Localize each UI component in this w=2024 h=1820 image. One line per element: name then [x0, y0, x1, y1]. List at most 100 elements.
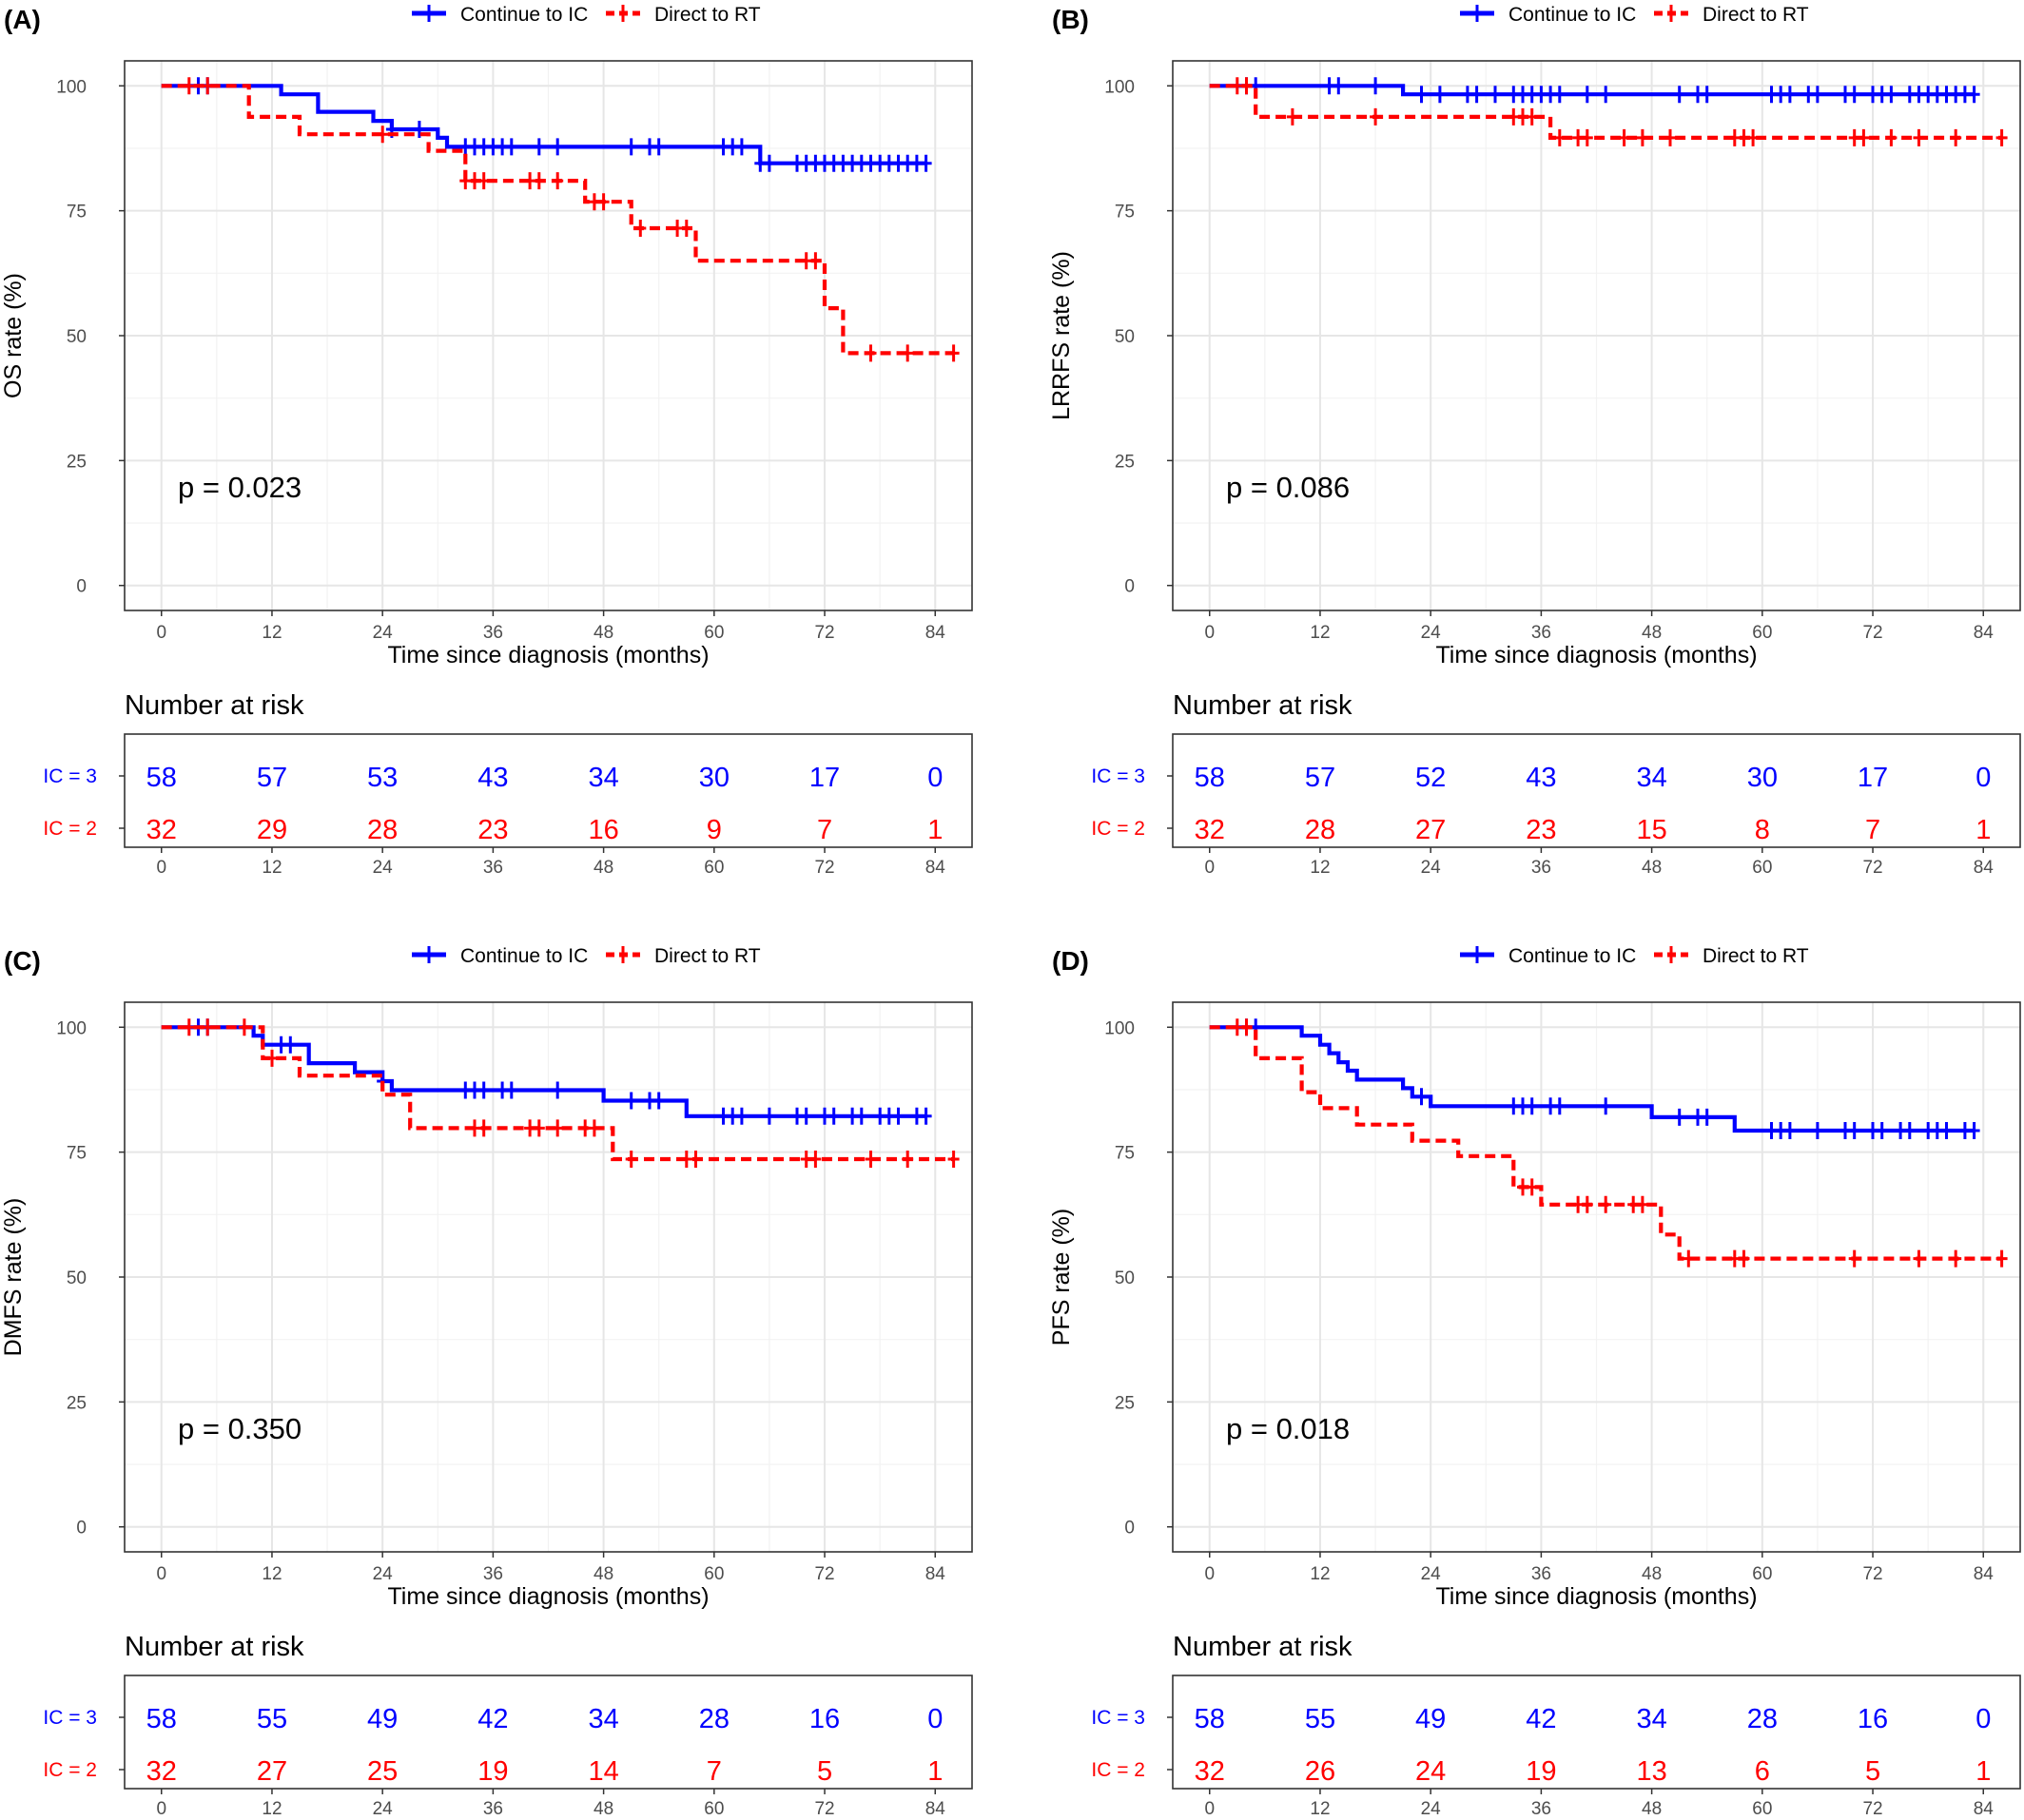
censor-mark: [1333, 77, 1345, 95]
at-risk-count: 58: [146, 763, 177, 793]
at-risk-count: 52: [1415, 763, 1446, 793]
survival-curve: [161, 84, 954, 356]
risk-row-label: IC = 2: [1091, 1759, 1145, 1781]
censor-mark: [1526, 107, 1538, 126]
risk-x-tick-label: 72: [814, 1799, 834, 1819]
at-risk-count: 0: [1975, 1704, 1991, 1734]
at-risk-count: 34: [1636, 763, 1666, 793]
censor-mark: [1738, 1249, 1750, 1268]
grid: [1173, 61, 2020, 610]
censor-mark: [1995, 1249, 2008, 1268]
series-continue-to-ic: [1209, 77, 1980, 104]
censor-mark: [552, 1119, 564, 1137]
x-axis-label: Time since diagnosis (months): [1435, 1583, 1757, 1610]
y-tick-label: 50: [1115, 327, 1135, 347]
censor-mark: [1581, 1195, 1593, 1213]
at-risk-count: 16: [588, 815, 618, 845]
survival-curve: [1209, 1025, 1975, 1133]
censor-mark: [1858, 128, 1870, 146]
censor-mark: [1415, 86, 1428, 104]
censor-mark: [266, 1049, 278, 1067]
at-risk-count: 34: [1636, 1704, 1666, 1734]
risk-x-tick-label: 0: [156, 1799, 166, 1819]
y-tick-label: 50: [1115, 1268, 1135, 1288]
censor-mark: [1995, 128, 2008, 146]
censor-mark: [809, 252, 822, 270]
x-tick-label: 12: [1310, 1564, 1330, 1584]
risk-x-tick-label: 60: [1752, 858, 1772, 878]
at-risk-count: 23: [1526, 815, 1556, 845]
x-tick-label: 36: [1531, 623, 1551, 643]
risk-x-tick-label: 84: [925, 1799, 946, 1819]
risk-x-tick-label: 36: [1531, 858, 1551, 878]
censor-mark: [477, 1081, 490, 1099]
censor-mark: [920, 154, 932, 172]
censor-mark: [827, 1107, 840, 1125]
at-risk-count: 26: [1305, 1756, 1335, 1787]
series-direct-to-rt: [1209, 1018, 2008, 1268]
risk-row-label: IC = 2: [43, 818, 97, 840]
p-value: p = 0.350: [178, 1412, 302, 1445]
censor-mark: [1968, 86, 1980, 104]
at-risk-count: 34: [588, 1704, 618, 1734]
censor-mark: [1673, 1108, 1685, 1126]
risk-row-label: IC = 3: [1091, 1707, 1145, 1729]
p-value: p = 0.018: [1226, 1412, 1350, 1445]
risk-row-label: IC = 3: [1091, 765, 1145, 787]
x-tick-label: 72: [814, 623, 834, 643]
at-risk-count: 19: [1526, 1756, 1556, 1787]
censor-mark: [533, 1119, 545, 1137]
at-risk-count: 49: [1415, 1704, 1446, 1734]
at-risk-count: 7: [1865, 815, 1880, 845]
at-risk-count: 6: [1755, 1756, 1770, 1787]
x-tick-label: 12: [1310, 623, 1330, 643]
censor-mark: [865, 344, 877, 362]
at-risk-count: 32: [146, 815, 177, 845]
risk-x-tick-label: 0: [1204, 1799, 1215, 1819]
censor-mark: [625, 1151, 637, 1168]
censor-mark: [1848, 1249, 1860, 1268]
risk-x-tick-label: 24: [373, 858, 394, 878]
panel-b: (B) Continue to IC Direct to RT02550751000…: [1048, 4, 2021, 878]
censor-mark: [1913, 1249, 1925, 1268]
censor-mark: [377, 126, 389, 144]
panel-label: (C): [4, 946, 41, 976]
censor-mark: [1701, 86, 1713, 104]
y-tick-label: 25: [1115, 1393, 1135, 1413]
at-risk-count: 17: [1858, 763, 1888, 793]
censor-mark: [1370, 107, 1382, 126]
censor-mark: [1526, 1178, 1538, 1196]
at-risk-count: 17: [809, 763, 840, 793]
risk-table-box: [124, 733, 973, 848]
censor-mark: [1673, 86, 1685, 104]
x-tick-label: 24: [1421, 1564, 1442, 1584]
at-risk-count: 0: [927, 1704, 943, 1734]
censor-mark: [1240, 77, 1253, 95]
x-axis-label: Time since diagnosis (months): [387, 642, 709, 668]
at-risk-count: 7: [817, 815, 832, 845]
x-tick-label: 72: [814, 1564, 834, 1584]
censor-mark: [690, 1151, 702, 1168]
x-tick-label: 60: [1752, 623, 1772, 643]
panel-a: (A) Continue to IC Direct to RT02550751000…: [0, 4, 973, 878]
censor-mark: [800, 1107, 812, 1125]
at-risk-count: 55: [1305, 1704, 1335, 1734]
at-risk-count: 13: [1636, 1756, 1666, 1787]
risk-x-tick-label: 24: [1421, 1799, 1442, 1819]
censor-mark: [1876, 1122, 1888, 1139]
censor-mark: [1811, 86, 1823, 104]
x-tick-label: 12: [262, 1564, 282, 1584]
censor-mark: [1581, 128, 1593, 146]
risk-table-box: [1172, 733, 2021, 848]
x-tick-label: 72: [1862, 1564, 1882, 1584]
censor-mark: [533, 138, 545, 156]
x-tick-label: 0: [156, 1564, 166, 1584]
censor-mark: [183, 77, 195, 95]
censor-mark: [1950, 1249, 1962, 1268]
censor-mark: [865, 1151, 877, 1168]
at-risk-count: 57: [257, 763, 287, 793]
legend-label: Continue to IC: [460, 4, 588, 26]
risk-x-tick-label: 48: [1642, 858, 1662, 878]
x-tick-label: 60: [704, 1564, 724, 1584]
